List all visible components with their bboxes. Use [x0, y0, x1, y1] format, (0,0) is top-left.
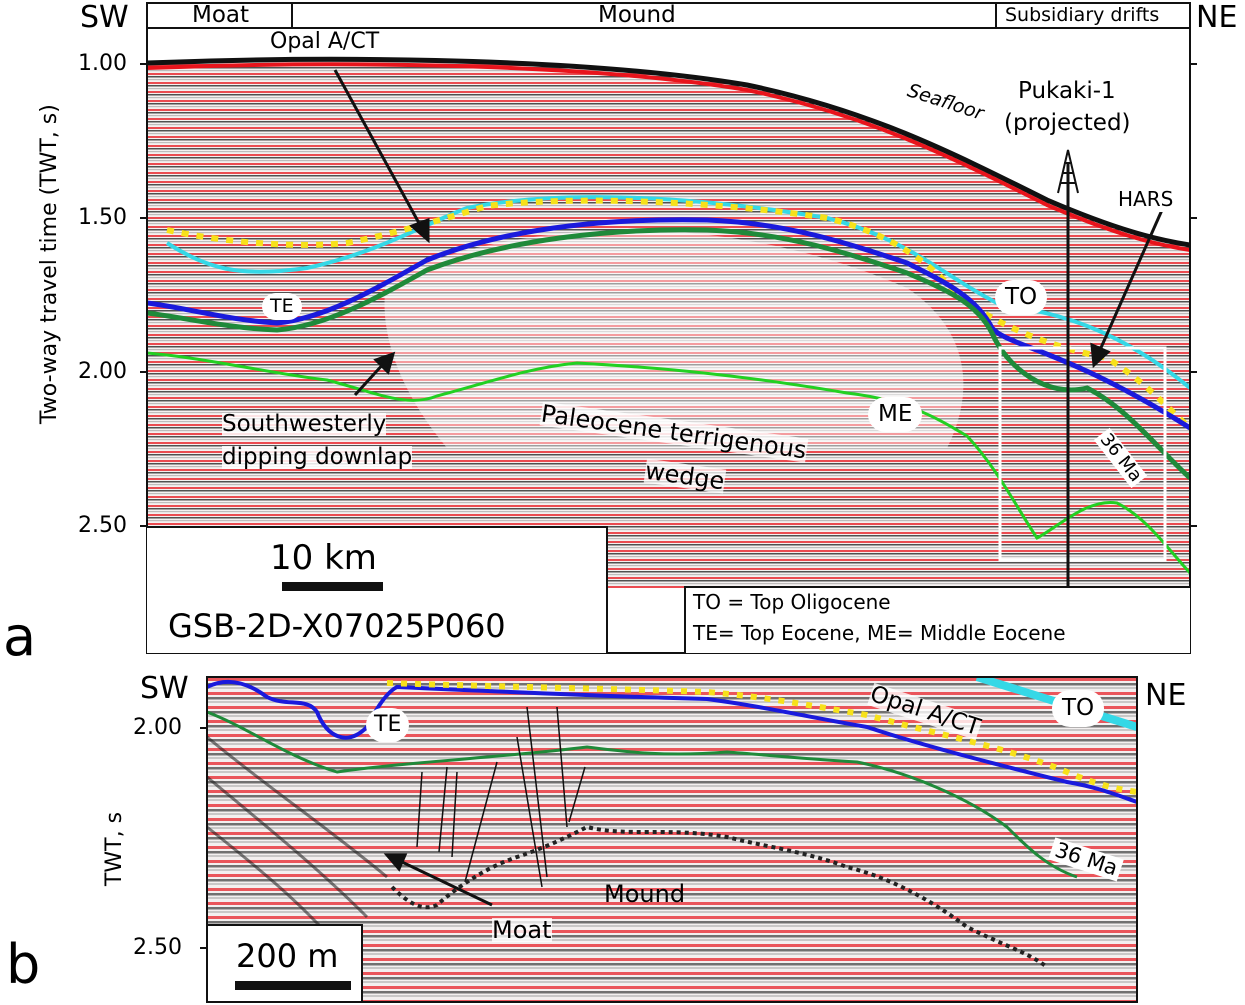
- ytick-a-3: 2.00: [78, 359, 127, 384]
- header-moat: Moat: [192, 2, 250, 28]
- well-derrick-icon: [1057, 149, 1079, 194]
- direction-ne-a: NE: [1196, 0, 1238, 35]
- scale-bar-a: [282, 582, 383, 591]
- opal-ct-horizon: [166, 197, 1190, 431]
- middle-eocene-horizon: [147, 351, 1190, 575]
- yaxis-label-a: Two-way travel time (TWT, s): [37, 104, 62, 424]
- label-mound-b: Mound: [604, 880, 686, 908]
- label-me: ME: [868, 397, 923, 432]
- ytick-b-2: 2.50: [133, 935, 182, 960]
- direction-ne-b: NE: [1145, 678, 1187, 713]
- direction-sw-b: SW: [140, 671, 189, 706]
- panel-letter-b: b: [6, 933, 41, 996]
- label-to-a: TO: [995, 280, 1048, 315]
- seafloor-horizon: [147, 56, 1190, 248]
- ytick-a-1: 1.00: [78, 51, 127, 76]
- mound-outline: [390, 824, 1049, 969]
- label-pukaki-1: Pukaki-1: [1018, 78, 1116, 104]
- horizon-36ma: [147, 227, 1190, 480]
- scale-label-a: 10 km: [270, 538, 377, 578]
- panel-a-frame: [140, 2, 1197, 654]
- header-mound: Mound: [598, 2, 676, 28]
- yaxis-label-b: TWT, s: [102, 811, 127, 887]
- label-hars: HARS: [1112, 186, 1180, 212]
- seismic-section-b: [207, 677, 1137, 1002]
- horizon-36ma-b: [207, 710, 1078, 879]
- ytick-b-1: 2.00: [133, 715, 182, 740]
- scale-label-b: 200 m: [236, 937, 339, 975]
- top-eocene-horizon: [147, 217, 1190, 431]
- seismic-section-a: [147, 56, 1190, 589]
- label-projected: (projected): [1004, 110, 1131, 136]
- label-opal-a: Opal A/CT: [262, 29, 388, 55]
- seismic-line-id: GSB-2D-X07025P060: [168, 607, 506, 645]
- legend-line-2: TE= Top Eocene, ME= Middle Eocene: [693, 621, 1066, 645]
- header-subsidiary-drifts: Subsidiary drifts: [1005, 4, 1160, 26]
- label-to-b: TO: [1052, 690, 1105, 727]
- hars-inset-box: [998, 346, 1167, 562]
- label-downlap-1: Southwesterly: [222, 411, 387, 437]
- ytick-a-2: 1.50: [78, 205, 127, 230]
- top-eocene-horizon-b: [207, 679, 1137, 804]
- legend-box-a: [684, 586, 1190, 653]
- label-te-a: TE: [262, 293, 302, 320]
- legend-line-1: TO = Top Oligocene: [693, 590, 891, 614]
- direction-sw-a: SW: [80, 0, 129, 35]
- ytick-a-4: 2.50: [78, 513, 127, 538]
- label-te-b: TE: [366, 708, 410, 742]
- label-downlap-2: dipping downlap: [222, 444, 413, 470]
- opal-ct-horizon-b: [386, 680, 1137, 795]
- panel-letter-a: a: [3, 605, 37, 668]
- panel-b-frame: [200, 676, 1138, 1003]
- label-moat-b: Moat: [492, 916, 552, 944]
